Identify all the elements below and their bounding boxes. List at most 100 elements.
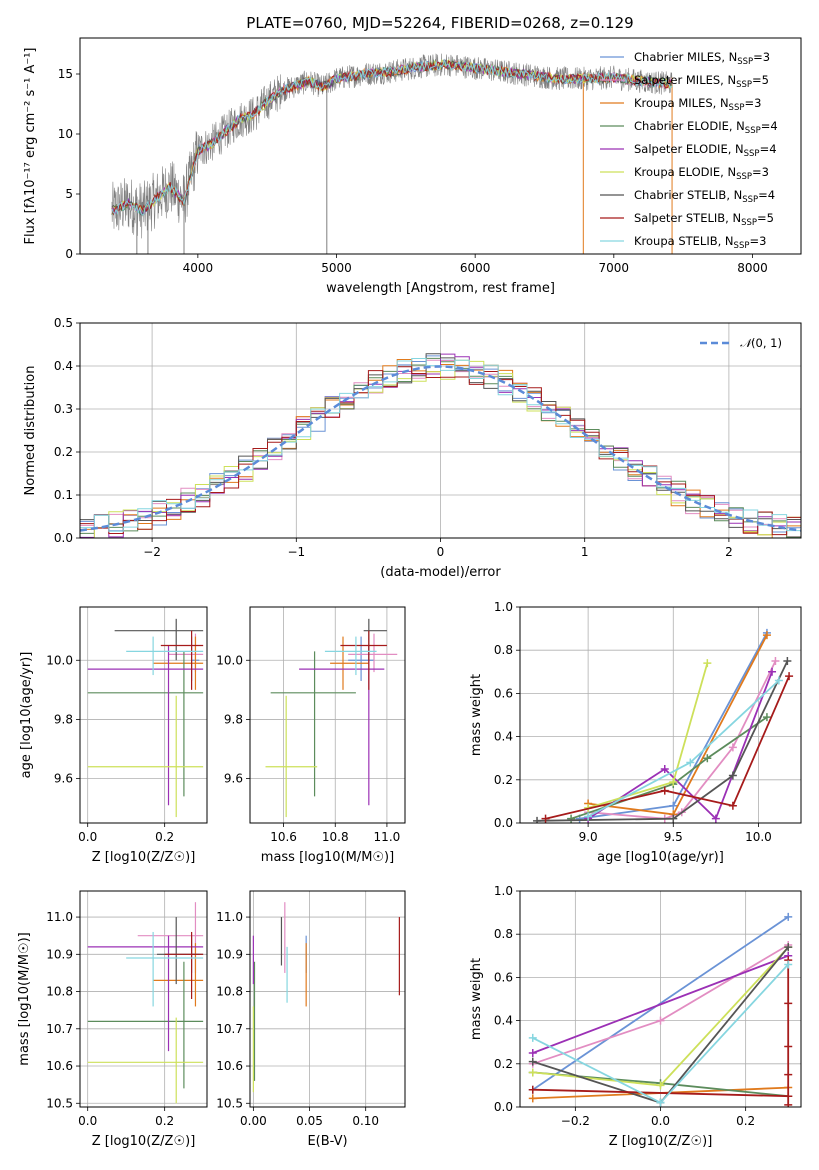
- y-tick-label: 0.3: [54, 402, 73, 416]
- mass-weight-line: [545, 675, 790, 820]
- y-tick-label: 9.8: [224, 712, 243, 726]
- mass-weight-marker: [711, 814, 720, 823]
- x-tick-label: 0.00: [240, 1114, 267, 1128]
- grid: [250, 891, 405, 1107]
- panel-mass-vs-z: 0.0 0.2 10.5 10.6 10.7 10.8 10.9 11.0 Z [log10(Z…: [17, 890, 208, 1149]
- mass-weight-marker: [528, 1033, 537, 1042]
- x-axis-label: (data-model)/error: [380, 565, 501, 580]
- x-axis-label: Z [log10(Z/Z☉)]: [92, 850, 196, 865]
- mass-weight-marker: [784, 943, 793, 952]
- panel-mass-weight-vs-age: 9.0 9.5 10.0 0.0 0.2 0.4 0.6 0.8 1.0 age [log10(a…: [469, 600, 802, 865]
- y-tick-label: 0.4: [54, 359, 73, 373]
- y-tick-label: 0.0: [494, 816, 513, 830]
- x-tick-label: 0.2: [155, 830, 174, 844]
- y-tick-label: 10.9: [46, 947, 73, 961]
- mass-weight-marker: [656, 1016, 665, 1025]
- mass-weight-marker: [784, 1042, 793, 1051]
- y-axis-label: mass weight: [469, 674, 484, 756]
- x-tick-label: 0.0: [78, 830, 97, 844]
- mass-weight-marker: [669, 814, 678, 823]
- y-tick-label: 10.0: [216, 653, 243, 667]
- legend-entry: Salpeter STELIB, NSSP=5: [634, 211, 774, 228]
- legend-entry: Chabrier STELIB, NSSP=4: [634, 188, 775, 205]
- y-tick-label: 10.0: [46, 653, 73, 667]
- residual-histogram: [80, 359, 801, 538]
- mass-weight-line: [532, 916, 789, 1091]
- mass-weight-marker: [774, 676, 783, 685]
- mass-weight-line: [587, 662, 709, 809]
- y-tick-label: 0.6: [494, 970, 513, 984]
- mass-weight-marker: [528, 1068, 537, 1077]
- x-tick-label: 4000: [183, 261, 214, 275]
- y-tick-label: 0.0: [54, 531, 73, 545]
- x-tick-label: 9.5: [664, 830, 683, 844]
- mass-weight-marker: [528, 1094, 537, 1103]
- mass-weight-marker: [660, 765, 669, 773]
- grid: [250, 607, 405, 823]
- x-tick-label: 0.2: [736, 1114, 755, 1128]
- figure-title: PLATE=0760, MJD=52264, FIBERID=0268, z=0…: [246, 14, 633, 32]
- mass-weight-marker: [771, 657, 780, 665]
- mass-weight-marker: [656, 1081, 665, 1090]
- axes-frame: [249, 890, 406, 1108]
- x-tick-label: 11.0: [374, 830, 401, 844]
- y-tick-label: 10.8: [46, 985, 73, 999]
- plot-area: [265, 618, 398, 818]
- legend-entry: 𝒩(0, 1): [740, 336, 782, 350]
- x-tick-label: 2: [725, 545, 733, 559]
- plot-area: [80, 353, 801, 538]
- x-tick-label: 1: [581, 545, 589, 559]
- x-tick-label: −1: [287, 545, 305, 559]
- y-tick-label: 1.0: [494, 600, 513, 614]
- y-tick-label: 10.6: [216, 1059, 243, 1073]
- y-axis-label: Flux [fλ10⁻¹⁷ erg cm⁻² s⁻¹ A⁻¹]: [23, 48, 38, 245]
- legend-entry: Kroupa ELODIE, NSSP=3: [634, 165, 769, 182]
- y-tick-label: 9.6: [224, 772, 243, 786]
- x-axis-label: Z [log10(Z/Z☉)]: [92, 1134, 196, 1149]
- mass-weight-marker: [784, 960, 793, 969]
- panel-age-vs-z: 0.0 0.2 9.6 9.8 10.0 Z [log10(Z/Z☉)] age [log1…: [19, 606, 208, 865]
- plot-area: [111, 53, 673, 254]
- x-tick-label: 6000: [460, 261, 491, 275]
- axes-frame: [519, 606, 802, 824]
- y-tick-label: 0.2: [54, 445, 73, 459]
- mass-weight-marker: [669, 801, 678, 810]
- y-axis-label: age [log10(age/yr)]: [19, 652, 34, 779]
- y-tick-label: 9.8: [54, 712, 73, 726]
- mass-weight-marker: [784, 912, 793, 921]
- legend: 𝒩(0, 1): [700, 336, 782, 350]
- model-spectrum-line: [111, 60, 673, 216]
- plot-area: [87, 902, 204, 1104]
- legend-entry: Chabrier MILES, NSSP=3: [634, 50, 770, 67]
- mass-weight-marker: [528, 1057, 537, 1066]
- mass-weight-marker: [528, 1049, 537, 1057]
- mass-weight-marker: [528, 1085, 537, 1094]
- axes-frame: [79, 37, 802, 255]
- mass-weight-marker: [784, 999, 793, 1008]
- mass-weight-marker: [728, 801, 737, 810]
- mass-weight-marker: [784, 1100, 793, 1107]
- y-tick-label: 0.2: [494, 773, 513, 787]
- x-tick-label: 9.0: [579, 830, 598, 844]
- x-axis-label: Z [log10(Z/Z☉)]: [609, 1134, 713, 1149]
- y-tick-label: 1.0: [494, 884, 513, 898]
- y-tick-label: 0.4: [494, 730, 513, 744]
- mass-weight-marker: [584, 812, 593, 821]
- axes-frame: [79, 606, 208, 824]
- y-tick-label: 10.5: [46, 1096, 73, 1110]
- y-tick-label: 0.8: [494, 643, 513, 657]
- y-tick-label: 10.9: [216, 947, 243, 961]
- x-tick-label: 10.8: [322, 830, 349, 844]
- model-spectrum-line: [111, 58, 673, 216]
- y-tick-label: 0.2: [494, 1057, 513, 1071]
- x-tick-label: 10.0: [745, 830, 772, 844]
- plot-area: [87, 618, 204, 818]
- mass-weight-marker: [669, 777, 678, 786]
- mass-weight-line: [532, 954, 789, 1054]
- legend: Chabrier MILES, NSSP=3 Salpeter MILES, NS…: [600, 50, 778, 251]
- y-tick-label: 10.7: [216, 1022, 243, 1036]
- mass-weight-line: [536, 660, 789, 822]
- residual-histogram: [80, 366, 801, 536]
- y-tick-label: 11.0: [46, 910, 73, 924]
